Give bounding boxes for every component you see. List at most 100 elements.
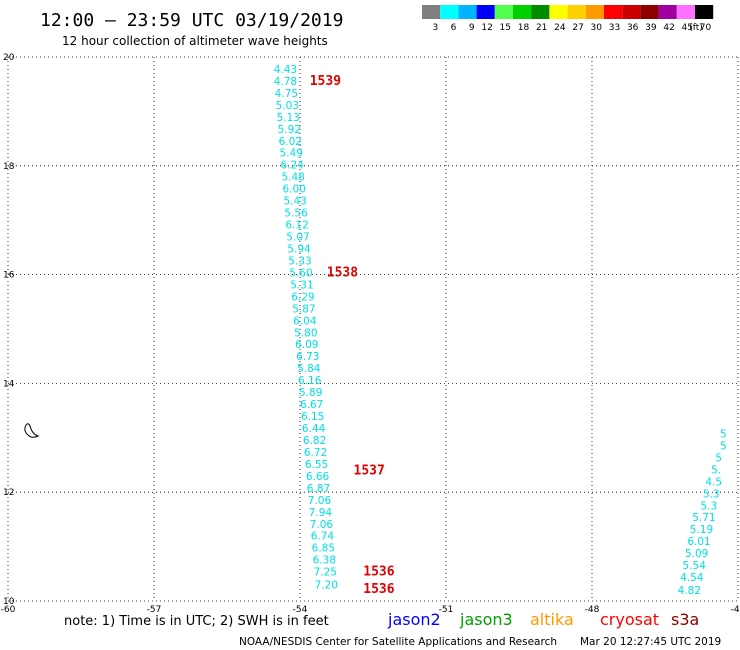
legend-label: 42 [663,23,674,33]
legend-swatch [476,5,495,19]
legend-label: 70 [700,23,712,33]
x-tick-label: -48 [585,605,600,615]
wave-height-value: 5.3 [703,488,720,500]
legend-label: 15 [500,23,511,33]
wave-height-value: 5.31 [290,279,313,291]
legend-swatch [549,5,568,19]
wave-height-value: 6.00 [282,184,305,196]
wave-height-value: 4.43 [274,64,297,76]
pass-number-label: 1538 [327,265,358,280]
legend-swatch [640,5,659,19]
legend-label: 27 [572,23,583,33]
satellite-name-cryosat: cryosat [600,610,659,629]
footer-note: note: 1) Time is in UTC; 2) SWH is in fe… [64,614,329,629]
wave-height-value: 5.56 [284,208,308,220]
wave-height-value: 6.55 [305,459,328,471]
credit-text: NOAA/NESDIS Center for Satellite Applica… [239,636,557,648]
wave-height-value: 5.49 [280,148,303,160]
axis-ticks: -60 -57 -54 -51 -48 -45 10 12 14 16 18 20 [1,53,740,615]
wave-height-value: 5 [720,428,727,440]
x-tick-label: -54 [293,605,308,615]
color-legend: 3 6 9 12 15 18 21 24 27 30 33 36 39 42 45 70(ft) [422,5,714,33]
legend-label: 3 [432,23,438,33]
legend-label: 30 [591,23,603,33]
wave-height-value: 5.54 [683,560,707,572]
wave-height-value: 5.09 [685,548,708,560]
wave-height-value: 6.44 [302,423,326,435]
wave-height-value: 5.07 [286,232,309,244]
wave-height-value: 6.12 [285,220,308,232]
legend-swatch [513,5,532,19]
chart-title: 12:00 – 23:59 UTC 03/19/2019 [40,10,343,31]
legend-label: 24 [554,23,566,33]
y-tick-label: 20 [3,53,15,63]
wave-height-value: 6.87 [307,483,330,495]
pass-number-label: 1536 [363,565,394,580]
wave-height-value: 7.06 [310,519,334,531]
wave-height-value: 6.67 [300,399,323,411]
legend-label: 33 [609,23,620,33]
pass-number-label: 1539 [310,74,341,89]
legend-label: 39 [645,23,657,33]
wave-height-value: 6.09 [295,339,318,351]
wave-height-value: 7.20 [315,580,338,592]
wave-height-value: 6.29 [291,291,314,303]
wave-height-value: 5.84 [297,363,321,375]
legend-swatch [676,5,695,19]
island-outline [24,423,40,438]
x-tick-label: -45 [731,605,740,615]
legend-swatch [622,5,641,19]
wave-height-value: 7.06 [308,495,332,507]
wave-height-values: 4.434.784.755.035.135.926.025.496.245.48… [274,64,727,597]
legend-label: 36 [627,23,639,33]
wave-height-value: 6.74 [311,531,335,543]
wave-height-value: 5.13 [277,112,300,124]
wave-height-value: 5.03 [276,100,299,112]
legend-unit: (ft) [689,23,703,33]
x-tick-label: -60 [1,605,16,615]
wave-height-value: 6.38 [313,555,336,567]
legend-swatch [604,5,623,19]
legend-swatch [531,5,550,19]
y-tick-label: 12 [3,488,14,498]
satellite-key: jason2 jason3 altika cryosat s3a [387,610,699,629]
wave-height-value: 5.92 [278,124,301,136]
wave-height-value: 6.24 [281,160,305,172]
legend-label: 12 [481,23,492,33]
x-tick-label: -57 [147,605,162,615]
timestamp-text: Mar 20 12:27:45 UTC 2019 [580,636,721,648]
wave-height-value: 5.48 [281,172,304,184]
wave-height-value: 6.73 [296,351,319,363]
wave-height-value: 5.19 [690,524,713,536]
wave-height-value: 5.43 [283,196,306,208]
legend-swatch [422,5,441,19]
y-tick-label: 16 [3,271,15,281]
legend-swatch [585,5,604,19]
plot-grid [7,56,739,602]
wave-height-value: 6.72 [304,447,327,459]
wave-height-value: 6.16 [298,375,322,387]
wave-height-value: 6.04 [293,315,317,327]
y-tick-label: 14 [3,379,15,389]
pass-number-label: 1537 [354,463,385,478]
wave-height-value: 6.15 [301,411,324,423]
wave-height-value: 6.85 [312,543,335,555]
wave-height-value: 5.89 [299,387,322,399]
legend-label: 6 [451,23,457,33]
legend-swatch [567,5,586,19]
pass-labels: 1539 1538 1537 1536 1536 [310,74,395,597]
legend-label: 21 [536,23,547,33]
satellite-name-s3a: s3a [671,610,699,629]
wave-height-value: 6.82 [303,435,326,447]
wave-height-value: 5.94 [287,243,311,255]
wave-height-value: 5.3 [700,500,717,512]
wave-height-value: 5 [715,452,722,464]
wave-height-value: 5.60 [289,267,312,279]
wave-height-value: 4.75 [275,88,298,100]
pass-number-label: 1536 [363,582,394,597]
legend-swatch [695,5,714,19]
satellite-name-jason2: jason2 [387,610,441,629]
wave-height-value: 5.87 [292,303,315,315]
wave-height-value: 4.54 [680,572,704,584]
